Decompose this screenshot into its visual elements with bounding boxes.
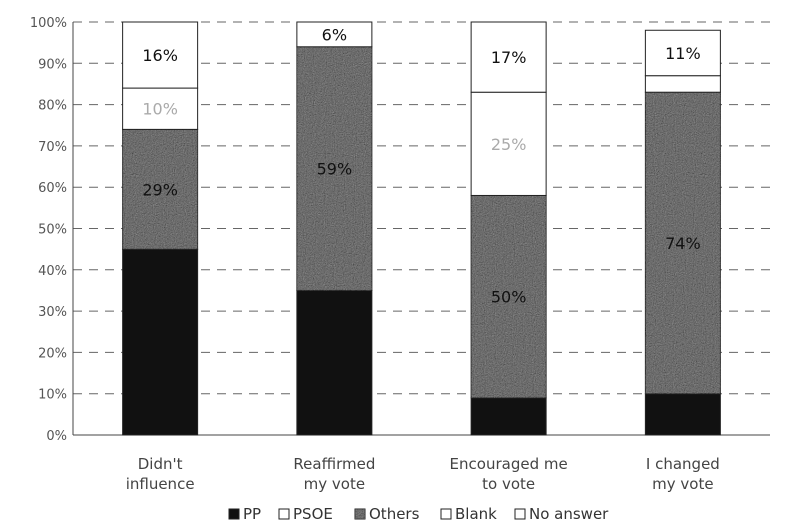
- y-tick-label: 60%: [38, 181, 67, 196]
- legend-swatch-texture: [355, 509, 365, 519]
- legend-swatch-no-answer: [514, 508, 526, 520]
- labels-layer: 29% 10% 16% Didn't influence 59% 6% Reaffirmed m…: [126, 25, 720, 493]
- y-tick-label: 30%: [38, 305, 67, 320]
- bars-layer: [122, 21, 721, 436]
- y-tick-label: 0%: [46, 429, 67, 444]
- data-label: 10%: [142, 100, 178, 119]
- legend-swatch-pp: [228, 508, 240, 520]
- y-tick-label: 40%: [38, 264, 67, 279]
- x-category-label: Reaffirmed: [293, 455, 375, 473]
- data-label: 29%: [142, 180, 178, 199]
- bar-segment-texture: [122, 129, 198, 250]
- y-tick-label: 50%: [38, 223, 67, 238]
- bar-segment-pp: [296, 289, 373, 436]
- legend-label-others: Others: [369, 505, 420, 523]
- bar-segment-blank: [122, 87, 199, 130]
- bar-segment-pp: [644, 393, 721, 436]
- legend-swatch-psoe: [278, 508, 290, 520]
- x-category-label: I changed: [646, 455, 720, 473]
- data-label: 25%: [491, 135, 527, 154]
- bar-segment-blank: [470, 91, 547, 196]
- data-label: 17%: [491, 48, 527, 67]
- y-tick-label: 100%: [30, 16, 67, 31]
- x-category-label: Encouraged me: [450, 455, 568, 473]
- bar-segment-no-answer: [296, 21, 373, 48]
- data-label: 6%: [322, 25, 347, 44]
- legend-label-psoe: PSOE: [293, 505, 333, 523]
- legend-swatch-blank: [440, 508, 452, 520]
- data-label: 11%: [665, 44, 701, 63]
- data-label: 59%: [317, 160, 353, 179]
- bar-segment-texture: [296, 46, 372, 291]
- legend: PP PSOE Others Blank No answer: [228, 505, 609, 523]
- x-category-label: Didn't: [138, 455, 183, 473]
- bar-segment-texture: [471, 195, 547, 398]
- bar-segment-pp: [470, 397, 547, 436]
- y-tick-label: 80%: [38, 99, 67, 114]
- x-category-label: influence: [126, 475, 195, 493]
- legend-label-no-answer: No answer: [529, 505, 609, 523]
- y-tick-label: 90%: [38, 57, 67, 72]
- bar-segment-no-answer: [122, 21, 199, 89]
- data-label: 74%: [665, 234, 701, 253]
- x-category-label: to vote: [482, 475, 535, 493]
- data-label: 16%: [142, 46, 178, 65]
- y-tick-label: 10%: [38, 388, 67, 403]
- y-tick-label: 20%: [38, 346, 67, 361]
- x-category-label: my vote: [652, 475, 713, 493]
- bar-segment-no-answer: [644, 29, 721, 77]
- bar-segment-blank: [644, 75, 721, 93]
- legend-label-blank: Blank: [455, 505, 497, 523]
- x-category-label: my vote: [304, 475, 365, 493]
- y-tick-label: 70%: [38, 140, 67, 155]
- bar-segment-pp: [122, 248, 199, 436]
- bar-segment-no-answer: [470, 21, 547, 93]
- data-label: 50%: [491, 288, 527, 307]
- legend-label-pp: PP: [243, 505, 261, 523]
- bar-segment-texture: [645, 92, 721, 394]
